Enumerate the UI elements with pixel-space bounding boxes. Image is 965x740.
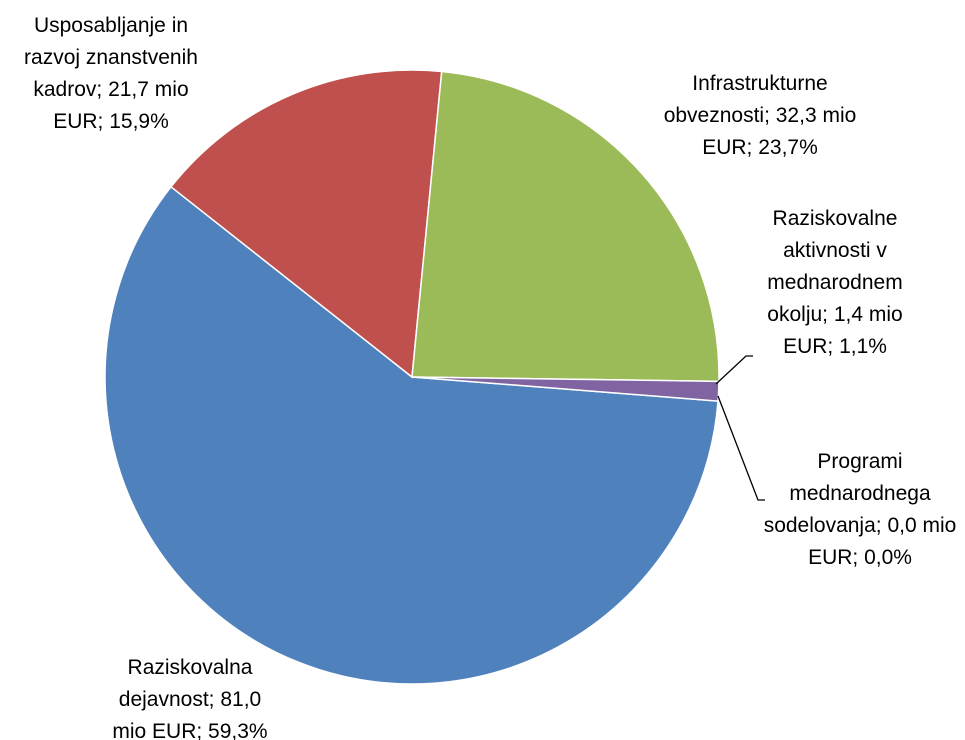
data-label: Raziskovalne aktivnosti v mednarodnem ok… — [767, 207, 903, 358]
pie-slice — [104, 185, 719, 685]
data-label: Infrastrukturne obveznosti; 32,3 mio EUR… — [663, 72, 857, 159]
pie-slice — [169, 69, 443, 379]
data-label: Raziskovalna dejavnost; 81,0 mio EUR; 59… — [112, 656, 268, 740]
data-label: Programi mednarodnega sodelovanja; 0,0 m… — [763, 450, 957, 569]
leader-line — [715, 355, 753, 385]
data-label: Usposabljanje in razvoj znanstvenih kadr… — [24, 14, 198, 133]
leader-line — [717, 395, 765, 501]
pie-slice — [411, 70, 720, 383]
